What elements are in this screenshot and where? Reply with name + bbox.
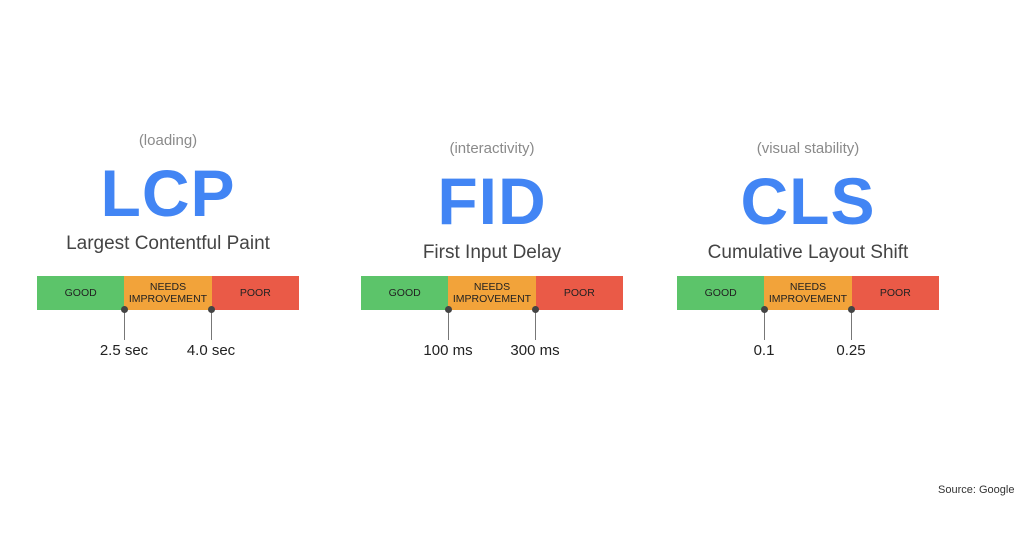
threshold-dot [532, 306, 539, 313]
threshold-poor-label: 300 ms [510, 342, 560, 359]
threshold-bar: GOOD NEEDS IMPROVEMENT POOR [37, 276, 299, 310]
threshold-dot [121, 306, 128, 313]
segment-needs-improvement: NEEDS IMPROVEMENT [124, 276, 212, 310]
segment-needs-improvement: NEEDS IMPROVEMENT [448, 276, 536, 310]
threshold-dot [208, 306, 215, 313]
threshold-good-label: 2.5 sec [99, 342, 149, 359]
segment-needs-improvement-label: NEEDS IMPROVEMENT [452, 281, 532, 305]
metric-abbreviation: CLS [740, 164, 876, 238]
threshold-dot [445, 306, 452, 313]
segment-needs-improvement: NEEDS IMPROVEMENT [764, 276, 852, 310]
threshold-poor-label: 4.0 sec [186, 342, 236, 359]
segment-needs-improvement-label: NEEDS IMPROVEMENT [128, 281, 208, 305]
source-credit: Source: Google [938, 484, 1015, 496]
segment-poor: POOR [211, 276, 299, 310]
metric-context: (interactivity) [449, 140, 535, 157]
threshold-dot [848, 306, 855, 313]
metric-full-name: Largest Contentful Paint [66, 233, 270, 254]
metric-full-name: Cumulative Layout Shift [707, 242, 909, 263]
segment-needs-improvement-label: NEEDS IMPROVEMENT [768, 281, 848, 305]
threshold-dot [761, 306, 768, 313]
threshold-bar: GOOD NEEDS IMPROVEMENT POOR [361, 276, 623, 310]
segment-poor: POOR [851, 276, 939, 310]
segment-poor: POOR [535, 276, 623, 310]
threshold-good-label: 0.1 [753, 342, 775, 359]
threshold-line [211, 306, 212, 340]
metric-context: (loading) [138, 132, 198, 149]
metric-abbreviation: FID [437, 164, 547, 238]
segment-good: GOOD [677, 276, 765, 310]
threshold-bar: GOOD NEEDS IMPROVEMENT POOR [677, 276, 939, 310]
segment-good: GOOD [37, 276, 125, 310]
threshold-line [124, 306, 125, 340]
threshold-poor-label: 0.25 [836, 342, 866, 359]
threshold-line [448, 306, 449, 340]
segment-good: GOOD [361, 276, 449, 310]
metric-context: (visual stability) [756, 140, 860, 157]
metric-full-name: First Input Delay [422, 242, 562, 263]
threshold-line [535, 306, 536, 340]
threshold-line [764, 306, 765, 340]
metric-abbreviation: LCP [100, 156, 236, 230]
threshold-good-label: 100 ms [423, 342, 473, 359]
threshold-line [851, 306, 852, 340]
